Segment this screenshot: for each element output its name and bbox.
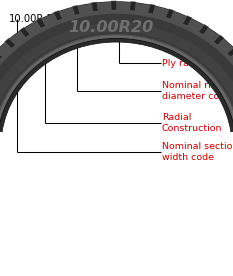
Wedge shape <box>0 35 233 124</box>
Text: Nominal section
width code: Nominal section width code <box>162 142 233 162</box>
Text: 16PR JDH: 16PR JDH <box>89 14 135 24</box>
Wedge shape <box>0 23 233 107</box>
Text: Radial
Construction: Radial Construction <box>162 113 223 133</box>
Wedge shape <box>0 38 233 132</box>
Text: 10.00R20: 10.00R20 <box>69 20 154 35</box>
Text: 10.00R-20: 10.00R-20 <box>9 14 60 24</box>
Wedge shape <box>0 2 233 128</box>
Bar <box>0 51 3 61</box>
Bar <box>5 38 16 48</box>
Bar <box>130 1 136 11</box>
Bar <box>182 16 192 26</box>
Bar <box>54 10 62 21</box>
Bar <box>199 24 209 35</box>
Text: Brand name: Brand name <box>162 38 220 47</box>
Text: Ply rating: Ply rating <box>162 59 207 68</box>
Bar <box>72 5 80 15</box>
Bar <box>111 1 117 10</box>
Bar <box>213 35 224 45</box>
Bar <box>165 9 174 19</box>
Bar <box>148 4 155 14</box>
Bar <box>227 47 233 57</box>
Wedge shape <box>0 2 233 123</box>
Text: Nominal rim
diameter code: Nominal rim diameter code <box>162 81 231 101</box>
Bar <box>91 2 98 12</box>
Bar <box>36 18 46 28</box>
Bar <box>20 27 30 38</box>
